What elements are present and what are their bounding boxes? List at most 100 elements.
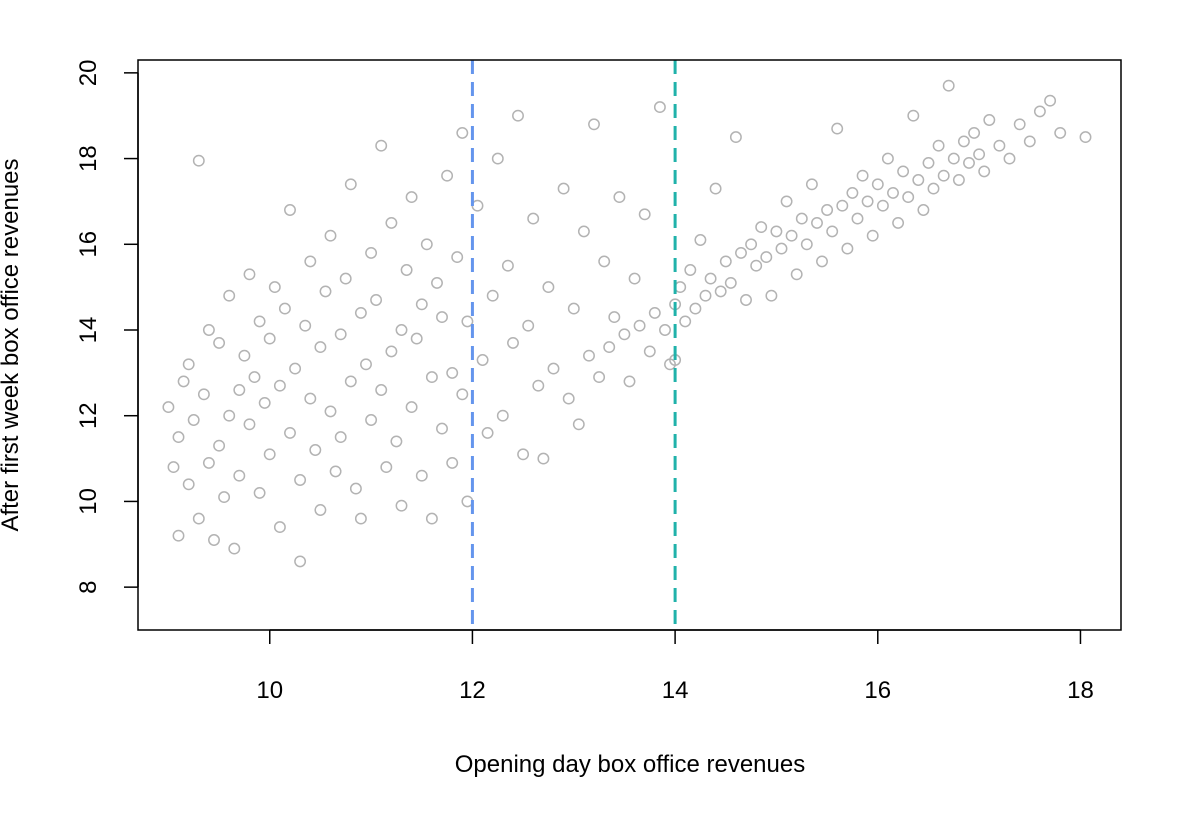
data-point-24 — [243, 268, 256, 281]
data-point-132 — [684, 264, 697, 276]
data-point-197 — [1044, 94, 1057, 107]
data-point-28 — [258, 396, 271, 409]
data-point-15 — [213, 336, 226, 349]
data-point-36 — [284, 204, 296, 216]
data-point-112 — [588, 118, 600, 131]
x-axis: 10 12 14 16 18 — [256, 629, 1094, 704]
data-point-125 — [653, 101, 666, 114]
data-point-18 — [223, 289, 236, 302]
data-point-160 — [826, 225, 839, 238]
data-point-149 — [770, 225, 783, 238]
data-point-103 — [537, 452, 550, 465]
data-point-124 — [648, 306, 661, 319]
data-point-87 — [456, 126, 469, 139]
data-point-135 — [699, 289, 712, 302]
data-point-99 — [517, 448, 530, 461]
data-point-17 — [223, 409, 236, 422]
data-point-0 — [162, 401, 175, 414]
data-point-11 — [202, 456, 215, 469]
data-point-62 — [375, 384, 388, 396]
data-point-75 — [415, 298, 428, 311]
data-point-165 — [851, 212, 864, 225]
data-point-8 — [192, 512, 205, 525]
data-point-13 — [208, 534, 220, 546]
data-point-126 — [659, 324, 671, 336]
data-point-156 — [805, 178, 818, 191]
data-point-115 — [603, 341, 616, 354]
data-point-32 — [273, 521, 286, 534]
data-point-159 — [821, 204, 834, 216]
data-point-21 — [233, 469, 246, 482]
data-point-83 — [446, 366, 459, 379]
data-point-175 — [902, 191, 915, 204]
data-point-136 — [704, 272, 717, 285]
data-point-95 — [496, 409, 509, 422]
data-point-78 — [425, 512, 438, 525]
data-point-42 — [304, 255, 317, 268]
data-point-167 — [861, 195, 874, 208]
data-point-41 — [304, 392, 317, 405]
data-point-183 — [942, 79, 955, 92]
data-point-50 — [334, 328, 347, 341]
data-point-117 — [613, 191, 626, 204]
data-point-192 — [993, 139, 1006, 152]
data-point-104 — [542, 281, 555, 294]
data-point-23 — [243, 418, 256, 431]
data-point-74 — [415, 469, 428, 482]
data-point-92 — [481, 426, 494, 439]
data-point-76 — [420, 238, 433, 251]
data-point-121 — [633, 319, 646, 332]
data-point-139 — [719, 255, 732, 268]
data-point-122 — [638, 208, 651, 221]
data-point-96 — [501, 259, 514, 272]
data-point-158 — [816, 255, 828, 268]
y-tick-label-5: 18 — [75, 145, 102, 172]
data-point-193 — [1003, 152, 1016, 165]
y-tick-label-0: 8 — [75, 580, 102, 593]
data-point-134 — [694, 234, 707, 246]
data-point-107 — [562, 392, 575, 405]
data-point-47 — [324, 405, 337, 418]
data-point-106 — [557, 182, 570, 195]
data-point-133 — [689, 302, 702, 315]
data-point-178 — [917, 204, 930, 216]
data-point-72 — [405, 191, 418, 204]
y-tick-label-4: 16 — [75, 231, 102, 258]
data-point-91 — [476, 354, 489, 366]
data-point-53 — [344, 375, 357, 388]
data-point-7 — [187, 414, 200, 426]
data-point-52 — [339, 272, 352, 285]
data-point-148 — [765, 289, 778, 302]
data-point-59 — [365, 246, 378, 259]
data-point-153 — [790, 268, 803, 281]
data-point-166 — [856, 169, 869, 182]
data-point-123 — [643, 345, 656, 358]
data-point-44 — [314, 341, 327, 354]
data-point-31 — [268, 281, 281, 294]
data-point-137 — [709, 182, 722, 195]
data-point-105 — [547, 362, 560, 375]
data-point-151 — [780, 195, 793, 208]
data-point-144 — [745, 238, 758, 251]
data-point-98 — [512, 109, 524, 122]
data-point-86 — [456, 388, 469, 401]
data-point-68 — [395, 324, 408, 336]
y-axis: 8 10 12 14 16 18 20 — [75, 60, 139, 594]
data-point-189 — [973, 148, 986, 161]
data-point-119 — [623, 375, 636, 388]
data-point-38 — [294, 474, 307, 486]
data-point-138 — [714, 285, 727, 298]
data-point-171 — [881, 152, 894, 165]
data-point-26 — [253, 486, 266, 499]
data-point-3 — [172, 529, 185, 542]
data-point-61 — [370, 294, 383, 306]
y-tick-label-3: 14 — [75, 317, 102, 344]
data-point-77 — [425, 371, 438, 384]
data-point-19 — [228, 542, 241, 555]
data-point-168 — [866, 229, 879, 242]
data-point-29 — [263, 332, 276, 345]
data-point-142 — [735, 246, 747, 259]
data-point-199 — [1079, 131, 1092, 144]
data-point-56 — [354, 306, 367, 319]
data-point-97 — [507, 336, 519, 349]
